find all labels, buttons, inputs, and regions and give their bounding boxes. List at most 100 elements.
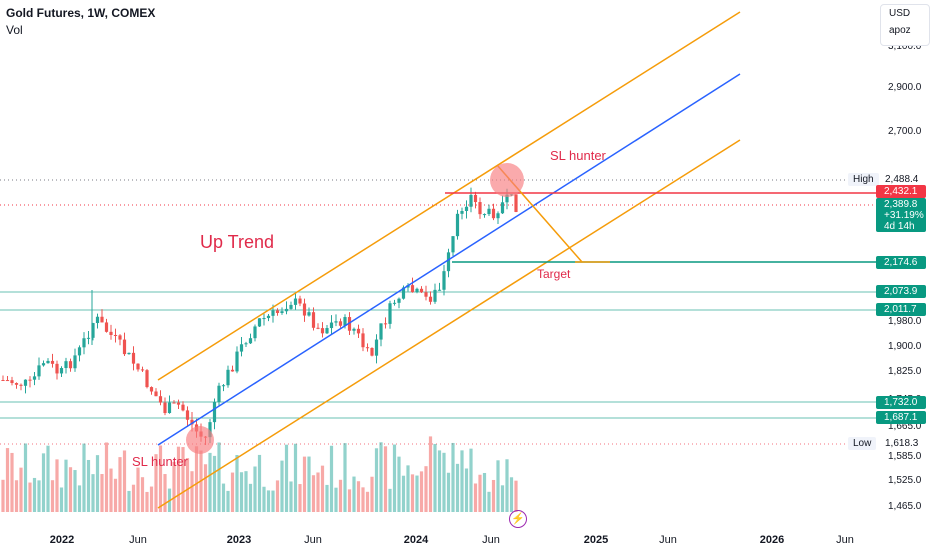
volume-bar <box>226 490 230 512</box>
candle-body <box>491 208 496 219</box>
volume-bar <box>343 443 347 512</box>
sl-hunter-top-circle <box>490 163 524 197</box>
candle-body <box>505 194 509 203</box>
volume-bar <box>230 472 235 512</box>
volume-bar <box>460 450 464 512</box>
candle-body <box>302 303 307 316</box>
candle-body <box>37 365 41 377</box>
volume-bar <box>149 486 154 512</box>
annotations: Up Trend SL hunter SL hunter Target <box>132 148 607 469</box>
candle-body <box>86 337 91 339</box>
candle-body <box>464 206 469 212</box>
volume-bar <box>262 486 266 512</box>
volume-bar <box>361 487 365 512</box>
candle-body <box>428 296 433 302</box>
volume-bar <box>253 466 257 512</box>
volume-bar <box>311 475 316 512</box>
channel-upper-line <box>157 11 741 381</box>
candlesticks <box>1 187 518 445</box>
volume-bar <box>280 460 284 512</box>
volume-bar <box>478 474 482 512</box>
high-value: 2,488.4 <box>880 173 924 186</box>
candle-body <box>325 328 329 334</box>
volume-bar <box>131 484 136 512</box>
volume-bar <box>5 448 10 512</box>
candle-body <box>401 287 406 299</box>
volume-bar <box>271 490 275 512</box>
last-price-badge: 2,389.8 +31.19% 4d 14h <box>876 198 926 232</box>
candle-body <box>253 326 257 339</box>
volume-bar <box>41 453 46 512</box>
volume-bar <box>95 455 100 512</box>
volume-bar <box>266 490 271 512</box>
volume-bar <box>302 456 307 512</box>
candle-body <box>226 369 230 386</box>
candle-body <box>289 304 293 309</box>
volume-bar <box>37 480 41 512</box>
candle-body <box>68 361 73 369</box>
candle-body <box>235 351 239 372</box>
candle-body <box>73 355 77 369</box>
candle-body <box>451 236 455 253</box>
volume-bar <box>424 466 428 512</box>
candle-body <box>257 318 262 327</box>
candle-body <box>55 363 59 374</box>
volume-bar <box>406 465 410 512</box>
volume-bar <box>289 481 293 512</box>
candle-body <box>419 288 424 293</box>
candle-body <box>266 315 271 319</box>
candle-body <box>262 318 266 320</box>
volume-bar <box>392 444 397 512</box>
candle-body <box>104 322 109 332</box>
volume-bar <box>91 474 95 512</box>
volume-bar <box>122 450 127 512</box>
y-tick-label: 2,900.0 <box>888 82 922 93</box>
candle-body <box>437 289 442 291</box>
volume-bar <box>55 459 59 512</box>
volume-bar <box>64 459 68 512</box>
candle-body <box>298 298 302 304</box>
candle-body <box>136 363 140 370</box>
candle-body <box>329 322 334 329</box>
y-tick-label: 1,665.0 <box>888 421 922 432</box>
volume-label: Vol <box>6 23 23 37</box>
level2-price-badge: 2,011.7 <box>876 303 926 316</box>
target-price-badge: 2,174.6 <box>876 256 926 269</box>
volume-bar <box>190 471 194 512</box>
x-tick-label: Jun <box>304 534 322 546</box>
volume-bar <box>370 476 374 512</box>
x-tick-label: Jun <box>482 534 500 546</box>
level1-price-badge: 2,073.9 <box>876 285 926 298</box>
y-tick-label: 1,980.0 <box>888 316 922 327</box>
level3-price-badge: 1,732.0 <box>876 396 926 409</box>
volume-bar <box>217 442 221 512</box>
volume-bar <box>176 446 181 512</box>
low-value: 1,618.3 <box>880 437 924 450</box>
candle-body <box>91 323 95 338</box>
currency-box[interactable]: USD apoz <box>880 4 930 46</box>
volume-bar <box>442 452 446 512</box>
candle-body <box>185 410 190 420</box>
lightning-icon[interactable]: ⚡ <box>509 510 527 528</box>
volume-bar <box>113 478 118 512</box>
candle-body <box>356 328 361 334</box>
volume-bar <box>109 468 113 512</box>
candle-body <box>446 252 451 272</box>
candle-body <box>41 363 46 366</box>
x-tick-label: 2023 <box>227 534 251 546</box>
volume-bar <box>221 483 226 512</box>
x-tick-label: Jun <box>129 534 147 546</box>
volume-bar <box>298 484 302 512</box>
volume-bar <box>437 450 442 512</box>
candle-body <box>113 334 118 336</box>
candle-body <box>149 387 154 392</box>
y-tick-label: 1,825.0 <box>888 366 922 377</box>
volume-bar <box>77 485 82 512</box>
candle-body <box>307 312 311 316</box>
level4-price-badge: 1,687.1 <box>876 411 926 424</box>
volume-bar <box>352 476 356 512</box>
chart-title: Gold Futures, 1W, COMEX <box>6 6 156 20</box>
x-tick-label: Jun <box>836 534 854 546</box>
user-label: apoz <box>889 25 911 36</box>
